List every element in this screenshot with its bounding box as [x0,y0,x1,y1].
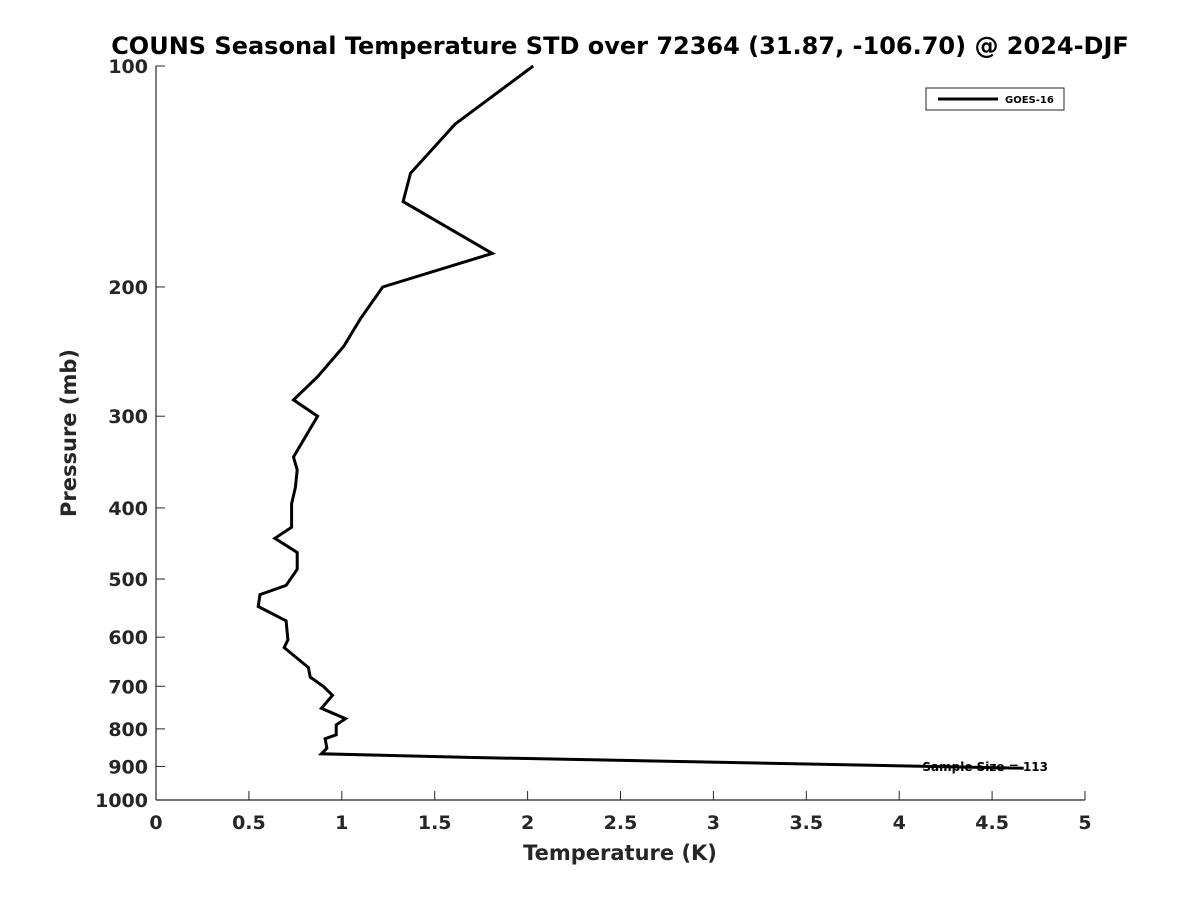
x-tick-label: 2.5 [604,812,638,834]
x-tick-label: 4 [893,812,906,834]
legend: GOES-16 [925,87,1065,111]
y-tick-label: 300 [108,406,148,428]
series-layer [256,64,1024,770]
y-tick-label: 900 [108,756,148,778]
y-tick-label: 800 [108,719,148,741]
y-tick-label: 1000 [95,790,148,812]
chart-title: COUNS Seasonal Temperature STD over 7236… [111,32,1129,60]
x-tick-label: 5 [1078,812,1091,834]
x-ticks: 0 0.5 1 1.5 2 2.5 3 3.5 4 4.5 5 [149,791,1092,834]
x-tick-label: 1 [335,812,348,834]
legend-label: GOES-16 [1005,95,1054,106]
y-tick-label: 100 [108,56,148,78]
x-tick-label: 2 [521,812,534,834]
x-axis-label: Temperature (K) [523,841,717,865]
x-tick-label: 1.5 [418,812,452,834]
series-line-goes-16 [256,64,1024,770]
x-tick-label: 3 [707,812,720,834]
x-tick-label: 0 [149,812,162,834]
x-tick-label: 0.5 [232,812,266,834]
y-tick-label: 600 [108,627,148,649]
sample-size-annotation: Sample Size = 113 [922,760,1048,774]
y-tick-label: 200 [108,277,148,299]
y-tick-label: 400 [108,498,148,520]
x-tick-label: 3.5 [789,812,823,834]
y-ticks: 100 200 300 400 500 600 700 800 900 1000 [95,56,165,812]
y-axis-label: Pressure (mb) [57,349,81,517]
plot-area: 0 0.5 1 1.5 2 2.5 3 3.5 4 4.5 5 100 200 300 400 500 600… [95,56,1092,834]
y-tick-label: 500 [108,569,148,591]
x-tick-label: 4.5 [975,812,1009,834]
y-tick-label: 700 [108,676,148,698]
